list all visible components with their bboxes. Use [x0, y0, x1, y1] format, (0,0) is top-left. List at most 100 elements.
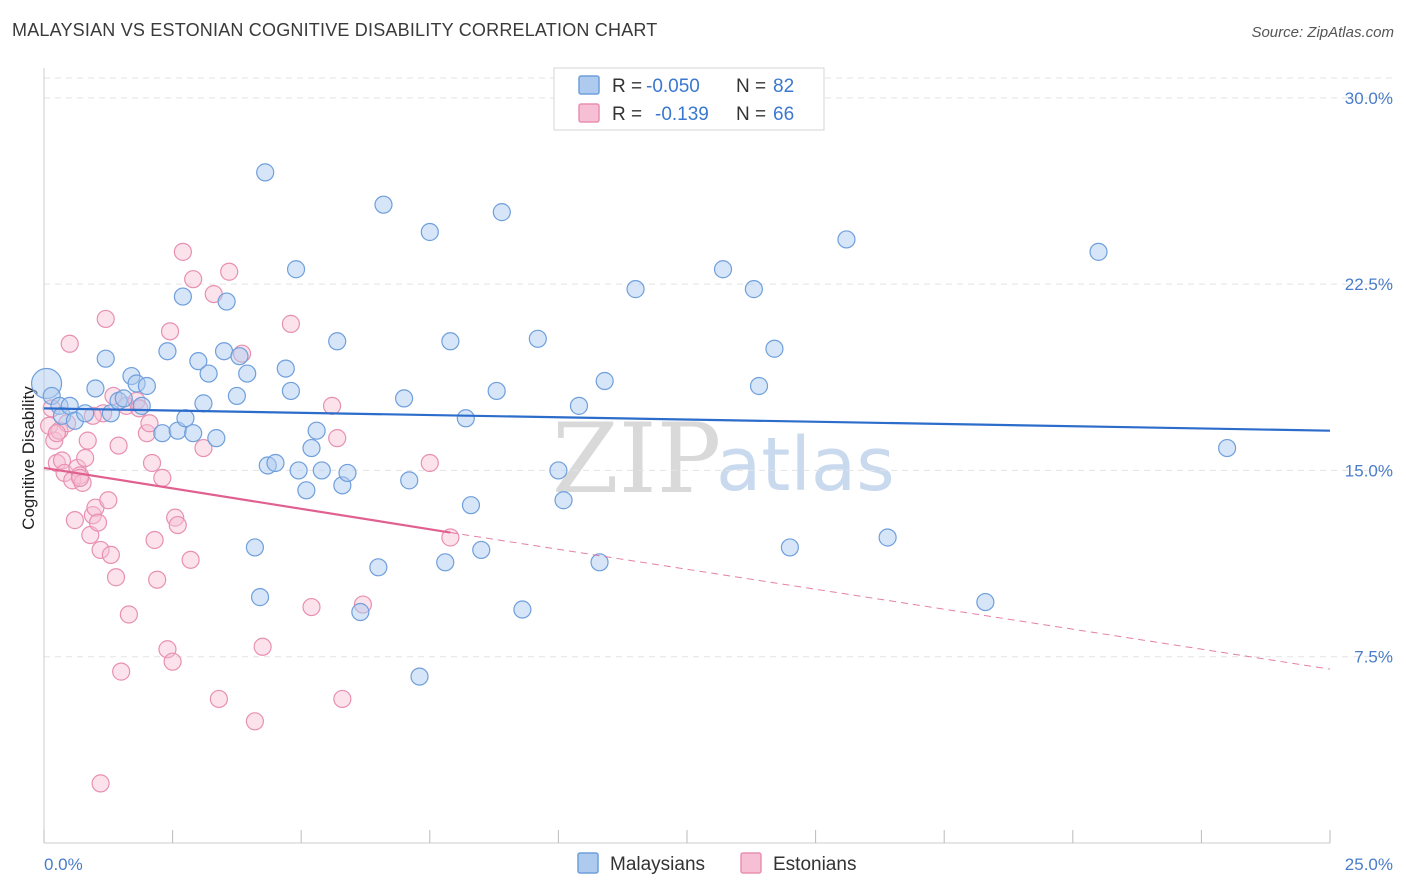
series-legend-swatch-estonians: [740, 852, 762, 874]
series-legend-label-estonians: Estonians: [773, 854, 856, 875]
malaysian-point: [217, 292, 236, 311]
source-label: Source: ZipAtlas.com: [1251, 24, 1394, 41]
legend-r-value-2: -0.139: [655, 104, 709, 125]
malaysian-point: [194, 394, 213, 413]
malaysian-point: [569, 396, 589, 415]
malaysian-point: [328, 332, 347, 351]
malaysian-point: [189, 352, 208, 371]
malaysian-point: [713, 260, 733, 279]
malaysian-point: [595, 371, 614, 391]
malaysian-point: [472, 540, 491, 560]
malaysian-point: [338, 463, 357, 483]
malaysian-point: [86, 379, 105, 398]
malaysian-point: [351, 602, 370, 622]
malaysian-point: [245, 538, 265, 557]
malaysian-trend-line: [43, 407, 1331, 432]
y-axis-label: Cognitive Disability: [19, 386, 38, 530]
malaysian-point: [837, 230, 856, 249]
malaysian-point: [199, 364, 218, 383]
malaysian-point: [492, 203, 511, 222]
malaysian-points: [30, 163, 1237, 686]
x-tick-labels: 0.0% 25.0%: [44, 855, 1393, 874]
malaysian-point: [549, 461, 568, 480]
malaysian-point: [976, 592, 995, 612]
malaysian-point: [441, 332, 460, 351]
estonian-point: [109, 436, 128, 455]
malaysian-point: [230, 347, 249, 366]
malaysian-point: [153, 424, 172, 443]
watermark-atlas: atlas: [716, 422, 895, 508]
estonian-point: [101, 545, 120, 564]
estonian-point: [145, 530, 164, 550]
estonian-point: [245, 712, 265, 731]
estonian-point: [166, 508, 185, 527]
malaysian-point: [456, 409, 475, 428]
malaysian-point: [137, 376, 156, 396]
malaysian-point: [184, 424, 203, 443]
x-tick-label-0: 0.0%: [44, 855, 83, 874]
malaysian-point: [158, 342, 177, 361]
estonian-point: [106, 568, 126, 587]
malaysian-point: [374, 195, 393, 214]
malaysian-point: [487, 381, 506, 401]
estonian-point: [142, 453, 162, 473]
estonian-point: [96, 309, 115, 329]
malaysian-point: [420, 222, 439, 242]
x-tick-label-1: 25.0%: [1345, 855, 1393, 874]
malaysian-point: [238, 364, 257, 383]
legend-n-label-1: N =: [736, 76, 766, 97]
malaysian-point: [1218, 438, 1237, 458]
estonian-point: [91, 540, 110, 560]
malaysian-point: [312, 461, 331, 480]
malaysian-point: [513, 600, 532, 619]
malaysian-point: [394, 389, 414, 408]
estonian-point: [148, 570, 167, 589]
malaysian-point: [114, 389, 133, 408]
malaysian-point: [878, 528, 897, 547]
estonian-point: [91, 774, 110, 793]
malaysian-point: [214, 342, 234, 361]
estonian-point: [302, 597, 321, 617]
malaysian-point: [302, 438, 321, 458]
estonian-point: [78, 431, 97, 450]
estonian-points: [40, 242, 460, 793]
malaysian-point: [744, 280, 763, 299]
malaysian-point: [307, 421, 326, 440]
malaysian-point: [286, 260, 306, 279]
malaysian-point: [250, 588, 270, 607]
estonian-point: [99, 491, 118, 510]
malaysian-point: [400, 471, 419, 490]
malaysian-point: [76, 404, 95, 423]
malaysian-point: [266, 453, 285, 473]
malaysian-point: [132, 396, 151, 415]
estonian-point: [181, 550, 200, 569]
estonian-point: [209, 689, 228, 709]
malaysian-point: [96, 349, 115, 368]
malaysian-point: [256, 163, 275, 182]
malaysian-point: [369, 558, 388, 577]
estonian-point: [88, 513, 108, 532]
estonian-point: [328, 429, 347, 448]
estonian-point: [281, 314, 301, 333]
malaysian-point: [780, 538, 799, 557]
estonian-point: [60, 334, 79, 353]
malaysian-point: [528, 329, 547, 348]
watermark-zip: ZIP: [552, 403, 721, 515]
malaysian-point: [410, 667, 429, 686]
estonian-trend-line: [43, 466, 451, 534]
malaysian-point: [1089, 242, 1108, 261]
series-legend-swatch-malaysians: [577, 852, 599, 874]
estonian-point: [119, 605, 138, 624]
estonian-point: [47, 424, 66, 443]
estonian-point: [153, 468, 172, 487]
stats-legend: R = -0.050 N = 82 R = -0.139 N = 66: [553, 67, 825, 131]
malaysian-point: [176, 409, 195, 428]
malaysian-point: [276, 359, 295, 378]
estonian-point: [194, 438, 213, 458]
legend-swatch-estonian: [578, 103, 600, 123]
y-tick-label-3: 30.0%: [1345, 89, 1393, 108]
y-tick-labels: 7.5% 15.0% 22.5% 30.0%: [1345, 89, 1393, 667]
estonian-point: [160, 322, 180, 341]
estonian-point: [112, 662, 131, 681]
